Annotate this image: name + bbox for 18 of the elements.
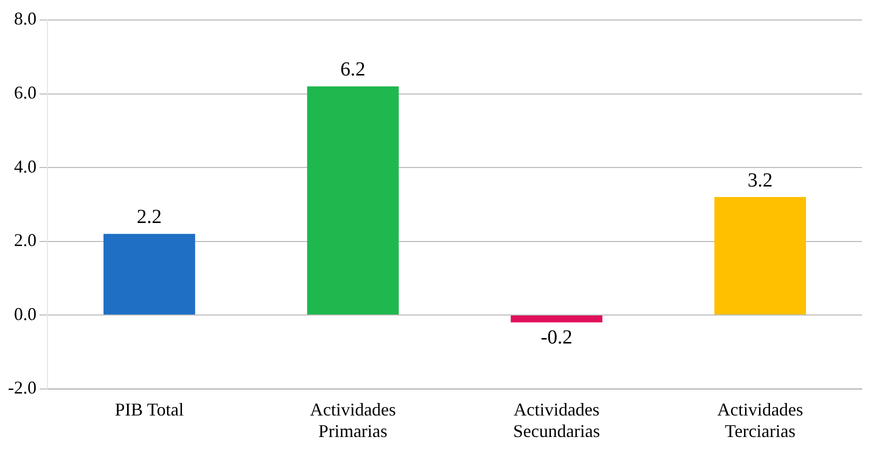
data-label: -0.2 <box>540 326 572 349</box>
x-tick-label: Actividades Primarias <box>310 399 396 441</box>
data-label: 3.2 <box>748 169 773 192</box>
x-tick-label: Actividades Terciarias <box>717 399 804 441</box>
y-tick-label: 6.0 <box>14 82 36 102</box>
y-tick-label: 2.0 <box>14 230 36 250</box>
bar <box>510 316 602 322</box>
y-tick-label: -2.0 <box>8 378 36 398</box>
y-tick-label: 0.0 <box>14 304 36 324</box>
data-label: 2.2 <box>136 206 162 228</box>
x-tick-label: PIB Total <box>114 399 184 420</box>
y-tick-label: 4.0 <box>14 156 36 176</box>
data-label: 6.2 <box>340 58 366 81</box>
bar <box>103 234 196 315</box>
bar <box>714 197 806 315</box>
y-tick-label: 8.0 <box>14 8 36 29</box>
x-tick-label: Actividades Secundarias <box>513 399 600 441</box>
bar <box>307 86 399 315</box>
